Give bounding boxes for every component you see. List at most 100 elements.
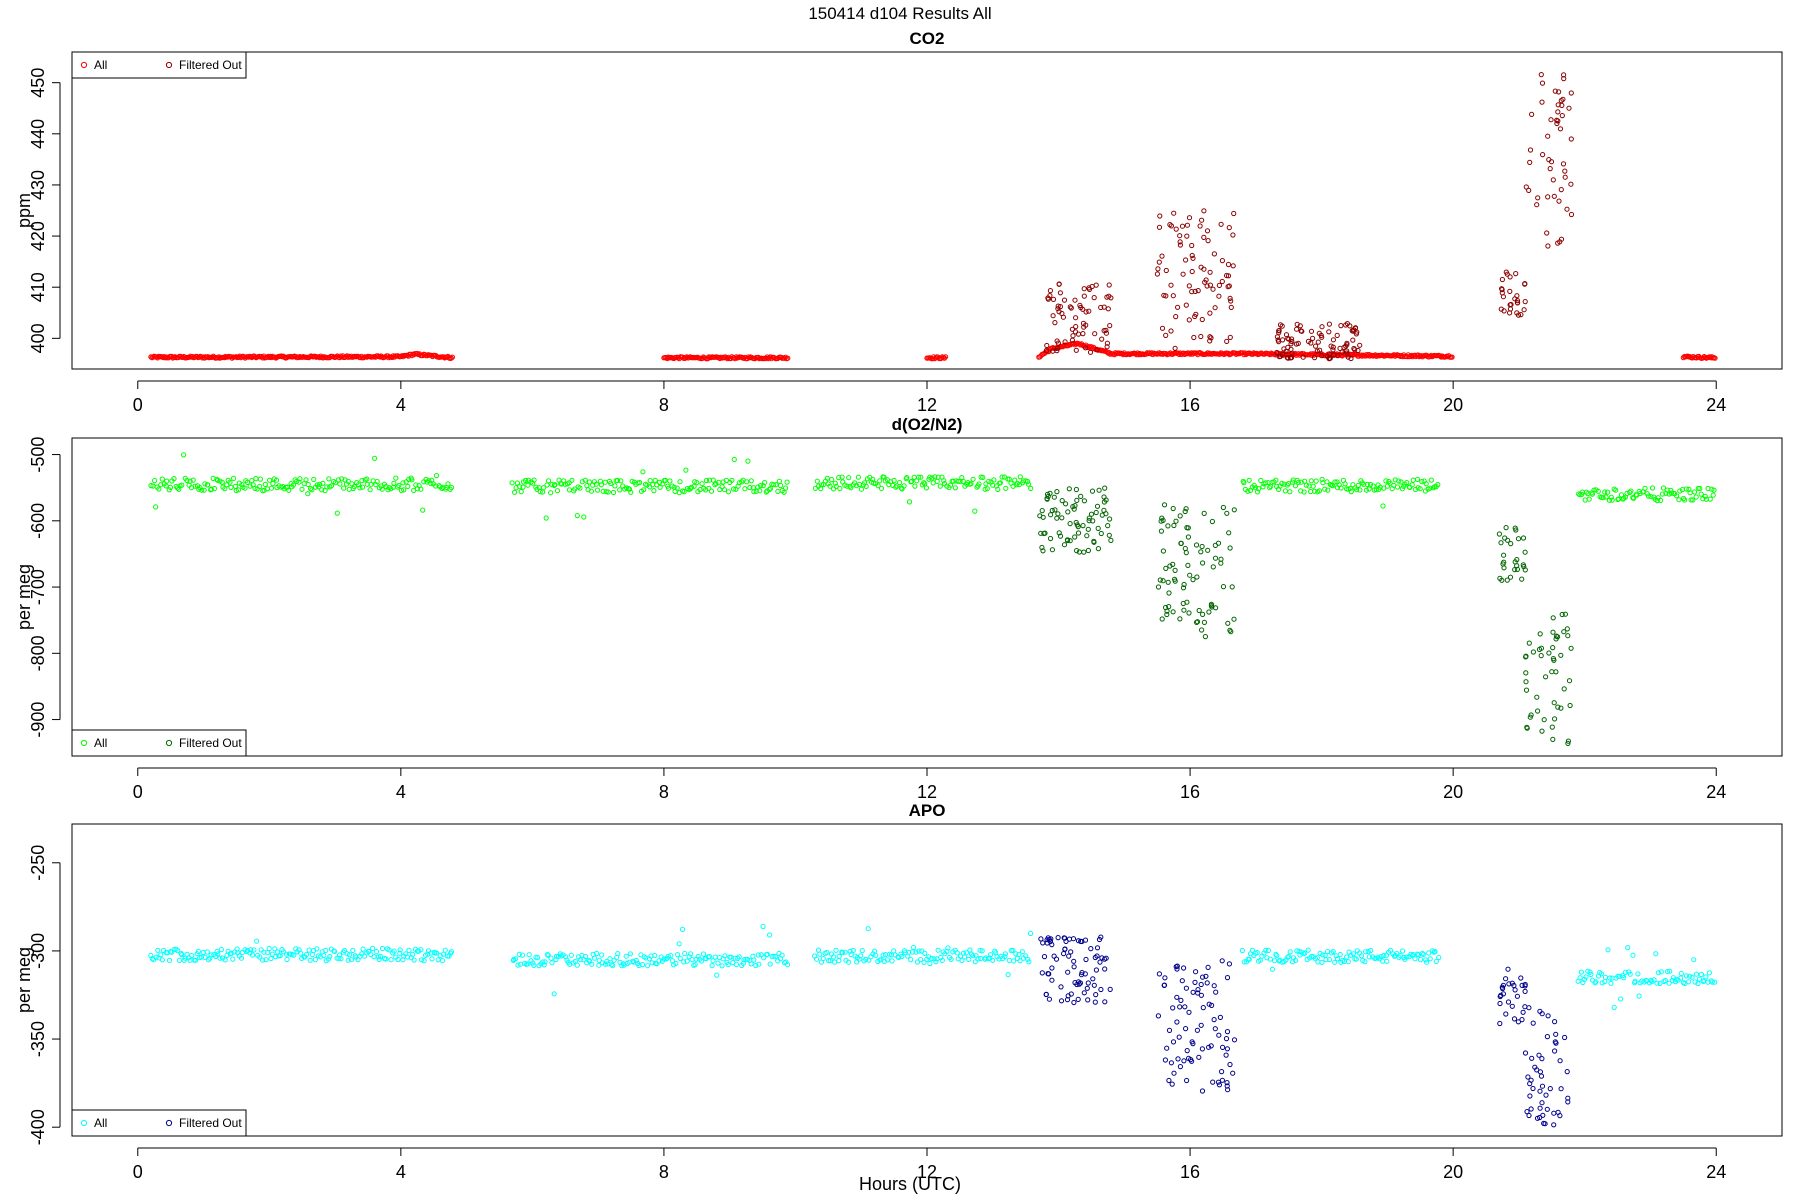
point-all: [651, 488, 657, 494]
point-all: [543, 515, 549, 521]
point-filtered: [1505, 537, 1511, 543]
point-all: [298, 950, 304, 956]
point-all: [251, 947, 257, 953]
point-filtered: [1054, 489, 1060, 495]
point-filtered: [1276, 354, 1282, 360]
point-filtered: [1339, 349, 1345, 355]
point-all: [233, 487, 239, 494]
point-all: [652, 952, 658, 959]
point-filtered: [1556, 198, 1562, 204]
point-all: [943, 354, 949, 360]
point-all: [1294, 948, 1300, 954]
point-filtered: [1198, 549, 1204, 555]
point-all: [761, 955, 767, 961]
point-filtered: [1198, 1022, 1204, 1028]
point-all: [819, 482, 825, 488]
point-filtered: [1101, 304, 1107, 310]
point-all: [328, 483, 334, 489]
point-filtered: [1162, 975, 1168, 981]
point-all: [827, 958, 833, 964]
point-all: [604, 958, 610, 965]
point-all: [612, 483, 618, 489]
page-title: 150414 d104 Results All: [808, 4, 991, 23]
point-filtered: [1288, 341, 1294, 347]
point-all: [1380, 958, 1386, 964]
point-all: [577, 485, 583, 491]
point-filtered: [1231, 1037, 1238, 1043]
point-filtered: [1554, 117, 1560, 123]
point-filtered: [1105, 306, 1111, 312]
point-all: [593, 481, 599, 487]
x-tick-label: 4: [396, 395, 406, 415]
point-all: [270, 481, 276, 487]
point-all: [1583, 974, 1589, 980]
point-filtered: [1326, 351, 1333, 357]
point-all: [753, 962, 759, 969]
point-filtered: [1081, 549, 1087, 555]
point-all: [747, 484, 753, 491]
point-all: [1691, 957, 1697, 963]
point-filtered: [1213, 989, 1219, 995]
point-all: [763, 355, 769, 361]
point-filtered: [1524, 1109, 1530, 1115]
point-filtered: [1186, 610, 1192, 616]
point-all: [596, 962, 602, 968]
point-filtered: [1073, 324, 1079, 330]
point-filtered: [1503, 525, 1509, 531]
point-all: [719, 963, 725, 969]
point-filtered: [1523, 679, 1529, 685]
point-filtered: [1555, 634, 1561, 640]
point-filtered: [1190, 255, 1196, 261]
point-filtered: [1184, 233, 1190, 239]
point-all: [336, 955, 342, 961]
point-all: [359, 484, 366, 490]
point-all: [877, 478, 883, 484]
point-filtered: [1070, 333, 1076, 339]
point-filtered: [1171, 210, 1177, 216]
point-filtered: [1523, 184, 1529, 190]
point-filtered: [1072, 980, 1078, 986]
point-all: [1347, 485, 1353, 491]
point-filtered: [1066, 953, 1072, 959]
point-all: [388, 957, 394, 963]
point-all: [266, 945, 272, 952]
point-all: [291, 952, 297, 958]
point-filtered: [1227, 627, 1233, 633]
point-filtered: [1518, 975, 1524, 981]
point-filtered: [1538, 72, 1544, 78]
y-axis-label: per meg: [14, 947, 34, 1013]
point-all: [937, 483, 943, 489]
y-tick-label: -400: [28, 1109, 48, 1145]
point-filtered: [1523, 670, 1529, 676]
point-filtered: [1173, 518, 1179, 524]
point-filtered: [1559, 113, 1565, 119]
point-filtered: [1084, 985, 1090, 991]
legend-marker: [165, 61, 173, 69]
point-filtered: [1526, 640, 1532, 646]
point-all: [1319, 476, 1325, 482]
point-all: [1323, 957, 1329, 963]
point-filtered: [1345, 354, 1351, 360]
point-all: [1428, 477, 1434, 483]
point-filtered: [1156, 259, 1162, 265]
point-filtered: [1167, 563, 1173, 569]
point-filtered: [1056, 309, 1062, 315]
point-all: [514, 480, 521, 486]
point-all: [1267, 485, 1273, 491]
point-all: [323, 947, 329, 954]
point-filtered: [1090, 976, 1096, 982]
y-axis-label: per meg: [14, 564, 34, 630]
point-all: [832, 480, 838, 486]
y-tick-label: -500: [28, 437, 48, 473]
point-all: [249, 478, 255, 484]
point-all: [667, 478, 673, 484]
point-all: [1691, 489, 1698, 495]
point-all: [159, 476, 165, 482]
point-all: [878, 485, 885, 491]
point-all: [393, 475, 399, 481]
point-all: [929, 955, 935, 962]
point-filtered: [1539, 1100, 1545, 1106]
point-all: [863, 956, 869, 962]
point-filtered: [1058, 984, 1064, 990]
point-filtered: [1498, 306, 1504, 312]
